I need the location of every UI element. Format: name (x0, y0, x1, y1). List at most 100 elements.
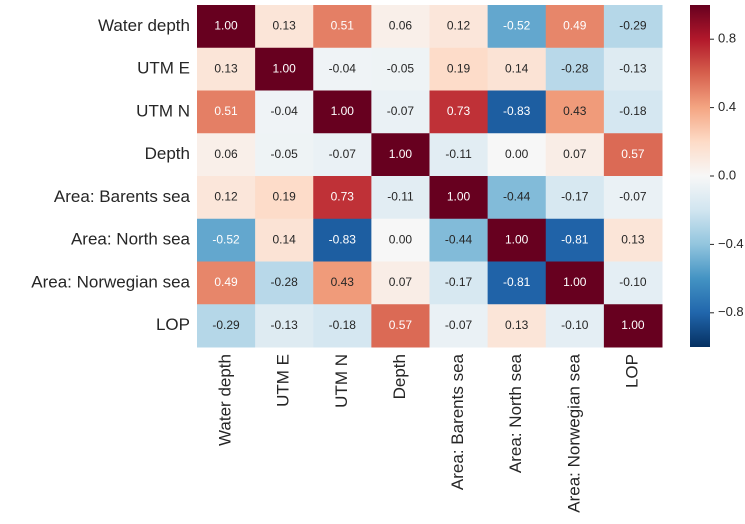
heatmap-cell (429, 47, 489, 91)
cell-label: -0.52 (503, 19, 531, 33)
cell-label: 0.13 (214, 61, 238, 75)
cell-label: 1.00 (621, 318, 645, 332)
heatmap-cell (429, 218, 489, 262)
colorbar-tick-label: −0.4 (718, 236, 744, 251)
heatmap-cell (313, 218, 372, 262)
cell-label: 0.43 (563, 104, 587, 118)
cell-label: -0.83 (503, 104, 531, 118)
cell-label: 1.00 (331, 104, 355, 118)
cell-label: -0.11 (387, 190, 414, 204)
cell-label: -0.18 (329, 318, 357, 332)
heatmap-cell (197, 90, 256, 134)
cell-label: 0.00 (389, 232, 413, 246)
cell-label: -0.04 (329, 61, 357, 75)
heatmap-cell (371, 261, 430, 305)
heatmap-cell (313, 90, 372, 134)
cell-label: 0.73 (447, 104, 471, 118)
cell-label: -0.29 (619, 19, 647, 33)
colorbar (690, 5, 710, 347)
heatmap-cell (429, 133, 489, 177)
heatmap-cell (545, 261, 605, 305)
cell-label: -0.83 (329, 232, 357, 246)
cell-label: 0.06 (214, 147, 238, 161)
cell-label: -0.52 (212, 232, 240, 246)
cell-label: 0.19 (447, 61, 471, 75)
heatmap-cell (603, 90, 663, 134)
heatmap-cell (197, 176, 256, 220)
heatmap-cell (255, 218, 314, 262)
cell-label: 0.57 (389, 318, 413, 332)
heatmap-cell (487, 176, 547, 220)
row-label: Area: Barents sea (54, 187, 191, 206)
heatmap-cell (429, 5, 489, 49)
cell-label: -0.44 (503, 190, 531, 204)
cell-label: 1.00 (273, 61, 297, 75)
cell-label: -0.44 (445, 232, 473, 246)
cell-label: 0.07 (563, 147, 587, 161)
cell-label: 0.43 (331, 275, 355, 289)
heatmap-cell (545, 47, 605, 91)
heatmap-cell (371, 5, 430, 49)
cell-label: -0.07 (387, 104, 415, 118)
cell-label: -0.81 (503, 275, 531, 289)
heatmap-cell (313, 133, 372, 177)
heatmap-cell (429, 261, 489, 305)
cell-label: 0.13 (621, 232, 645, 246)
row-label: Water depth (98, 16, 190, 35)
heatmap-cell (545, 176, 605, 220)
colorbar-tick-label: −0.8 (718, 304, 744, 319)
cell-label: -0.17 (445, 275, 473, 289)
heatmap-cell (429, 176, 489, 220)
row-label: Area: North sea (71, 230, 191, 249)
heatmap-cell (603, 47, 663, 91)
cell-label: -0.10 (619, 275, 647, 289)
heatmap-cell (313, 176, 372, 220)
heatmap-cell (255, 5, 314, 49)
cell-label: 1.00 (563, 275, 587, 289)
heatmap-cell (371, 176, 430, 220)
cell-label: -0.13 (271, 318, 299, 332)
heatmap-cell (197, 218, 256, 262)
heatmap-cell (371, 133, 430, 177)
heatmap-cell (429, 304, 489, 348)
heatmap-cell (545, 90, 605, 134)
heatmap-cell (545, 218, 605, 262)
heatmap-cell (487, 90, 547, 134)
heatmap-cell (255, 90, 314, 134)
heatmap-cell (487, 304, 547, 348)
cell-label: 0.12 (447, 19, 471, 33)
heatmap-cell (603, 261, 663, 305)
heatmap-cell (255, 304, 314, 348)
heatmap-cell (371, 47, 430, 91)
cell-label: -0.28 (271, 275, 299, 289)
heatmap-cell (603, 133, 663, 177)
heatmap-cell (197, 133, 256, 177)
column-label: Area: Norwegian sea (564, 353, 583, 512)
heatmap-cell (255, 176, 314, 220)
column-label: Area: North sea (506, 353, 525, 473)
cell-label: -0.07 (329, 147, 357, 161)
cell-label: -0.07 (619, 190, 647, 204)
heatmap-cell (487, 218, 547, 262)
heatmap-cell (255, 261, 314, 305)
cell-label: 0.13 (505, 318, 529, 332)
cell-label: -0.05 (271, 147, 299, 161)
colorbar-tick-label: 0.0 (718, 167, 736, 182)
heatmap-cell (545, 304, 605, 348)
row-label: UTM E (137, 59, 190, 78)
heatmap-cell (545, 5, 605, 49)
cell-label: -0.17 (561, 190, 589, 204)
heatmap-cell (429, 90, 489, 134)
cell-label: 0.14 (505, 61, 529, 75)
cell-label: 0.00 (505, 147, 529, 161)
heatmap-cell (197, 261, 256, 305)
column-label: Water depth (216, 354, 235, 446)
cell-label: 0.49 (563, 19, 587, 33)
cell-label: 0.49 (214, 275, 238, 289)
cell-label: -0.18 (619, 104, 647, 118)
cell-label: 0.19 (273, 190, 297, 204)
heatmap-cell (197, 5, 256, 49)
cell-label: -0.05 (387, 61, 415, 75)
cell-label: 0.57 (621, 147, 645, 161)
heatmap-cell (545, 133, 605, 177)
